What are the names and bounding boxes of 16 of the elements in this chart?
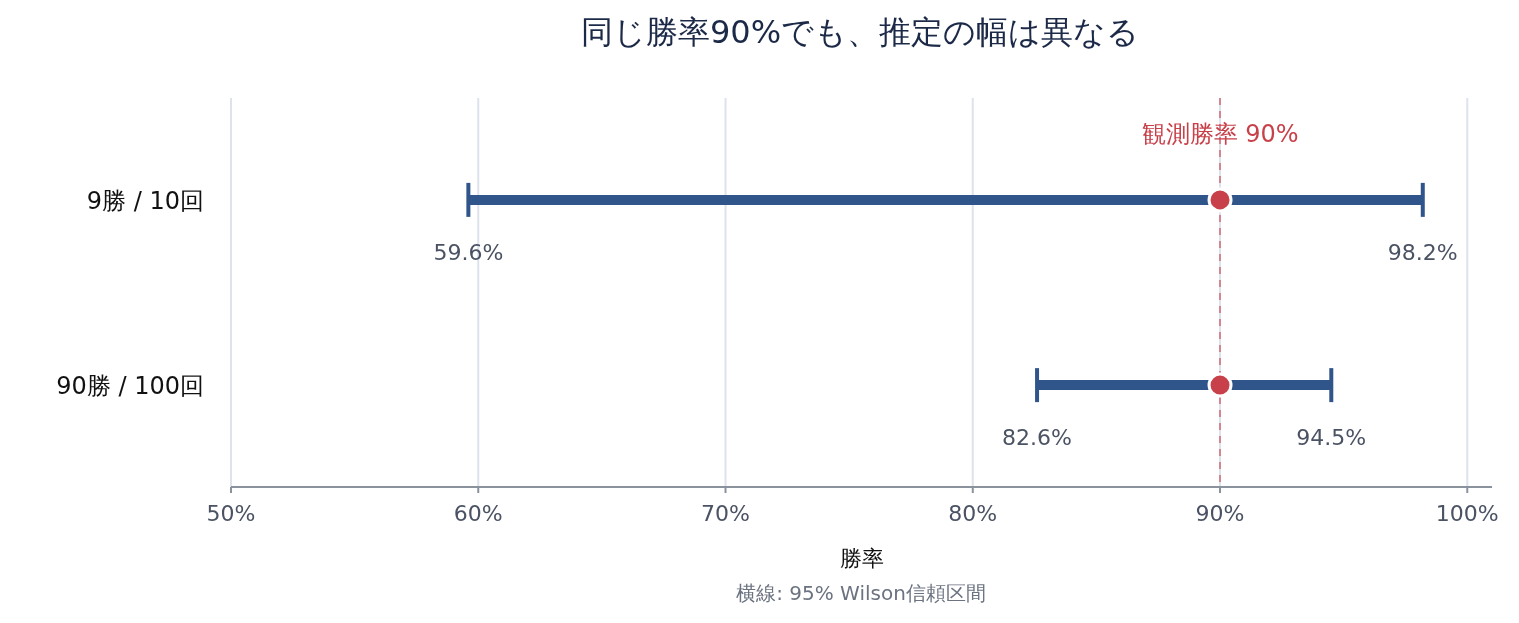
x-tick-label: 60% [453, 501, 503, 526]
x-tick-label: 100% [1435, 501, 1499, 526]
annotation: 59.6% [433, 239, 504, 265]
y-tick-label: 90勝 / 100回 [56, 372, 204, 401]
y-tick-label: 9勝 / 10回 [86, 186, 204, 215]
ref-line-label: 観測勝率 90% [1141, 120, 1299, 148]
x-tick-label: 70% [701, 501, 750, 526]
annotation: 94.5% [1296, 425, 1367, 451]
text: 横線: 95% Wilson信頼区間 [736, 581, 986, 605]
annotation: 82.6% [1002, 425, 1072, 451]
x-tick-label: 90% [1195, 501, 1245, 526]
x-tick-label: 50% [206, 501, 256, 526]
x-axis-title: 勝率 [840, 546, 885, 571]
annotation: 98.2% [1387, 239, 1458, 265]
chart-title: 同じ勝率90%でも、推定の幅は異なる [580, 13, 1140, 51]
x-tick-label: 80% [948, 501, 998, 526]
